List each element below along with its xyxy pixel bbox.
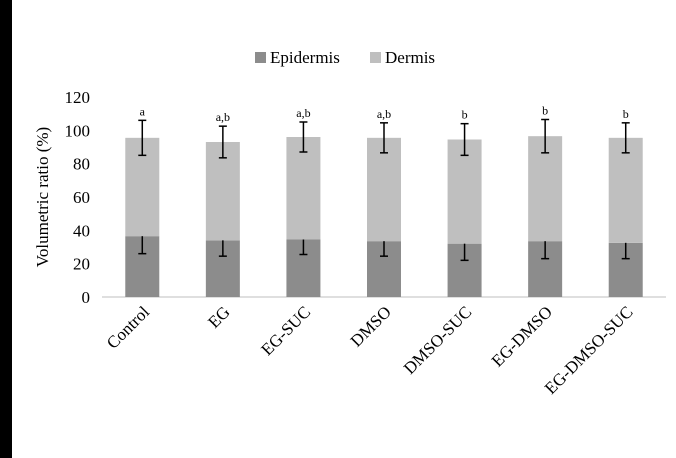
- significance-label: b: [623, 107, 629, 121]
- bars: aaa,ba,ba,ba,ba,ba,bbbbbbb: [125, 104, 643, 297]
- bar-segment-dermis: [447, 139, 482, 244]
- bar-segment-dermis: [286, 137, 321, 240]
- significance-label: b: [462, 108, 468, 122]
- left-border-bar: [0, 0, 12, 458]
- category-labels: Control EG EG-SUC DMSO DMSO-SUC EG-DMSOEG-DMS…: [103, 302, 637, 398]
- bar-segment-dermis: [367, 137, 401, 242]
- y-axis-ticks: 0 20 40 60 80 100 120: [65, 88, 91, 307]
- bar-segment-dermis: [608, 137, 643, 243]
- category-label: EG-SUC: [257, 302, 314, 359]
- y-tick-label: 20: [73, 255, 90, 274]
- significance-label: a,b: [296, 106, 310, 120]
- legend-label-dermis: Dermis: [385, 48, 435, 67]
- y-tick-label: 40: [73, 221, 90, 240]
- category-label: EG-DMSO: [488, 302, 556, 370]
- significance-label: b: [542, 104, 548, 118]
- y-tick-label: 0: [82, 288, 91, 307]
- y-tick-label: 100: [65, 121, 91, 140]
- legend-label-epidermis: Epidermis: [270, 48, 340, 67]
- category-label: EG-DMSO-SUC: [541, 302, 637, 398]
- category-label: EG: [204, 302, 233, 331]
- significance-label: a: [140, 104, 146, 118]
- category-label: Control: [103, 302, 153, 352]
- y-tick-label: 60: [73, 188, 90, 207]
- bar-segment-dermis: [528, 136, 563, 242]
- y-tick-label: 80: [73, 155, 90, 174]
- y-axis-title: Volumetric ratio (%): [33, 127, 52, 267]
- category-label: DMSO-SUC: [400, 302, 476, 378]
- category-label: DMSO: [347, 302, 395, 350]
- legend: Epidermis Dermis: [255, 48, 435, 67]
- legend-swatch-epidermis: [255, 52, 266, 63]
- significance-label: a,b: [216, 110, 230, 124]
- y-tick-label: 120: [65, 88, 91, 107]
- significance-label: a,b: [377, 107, 391, 121]
- legend-swatch-dermis: [370, 52, 381, 63]
